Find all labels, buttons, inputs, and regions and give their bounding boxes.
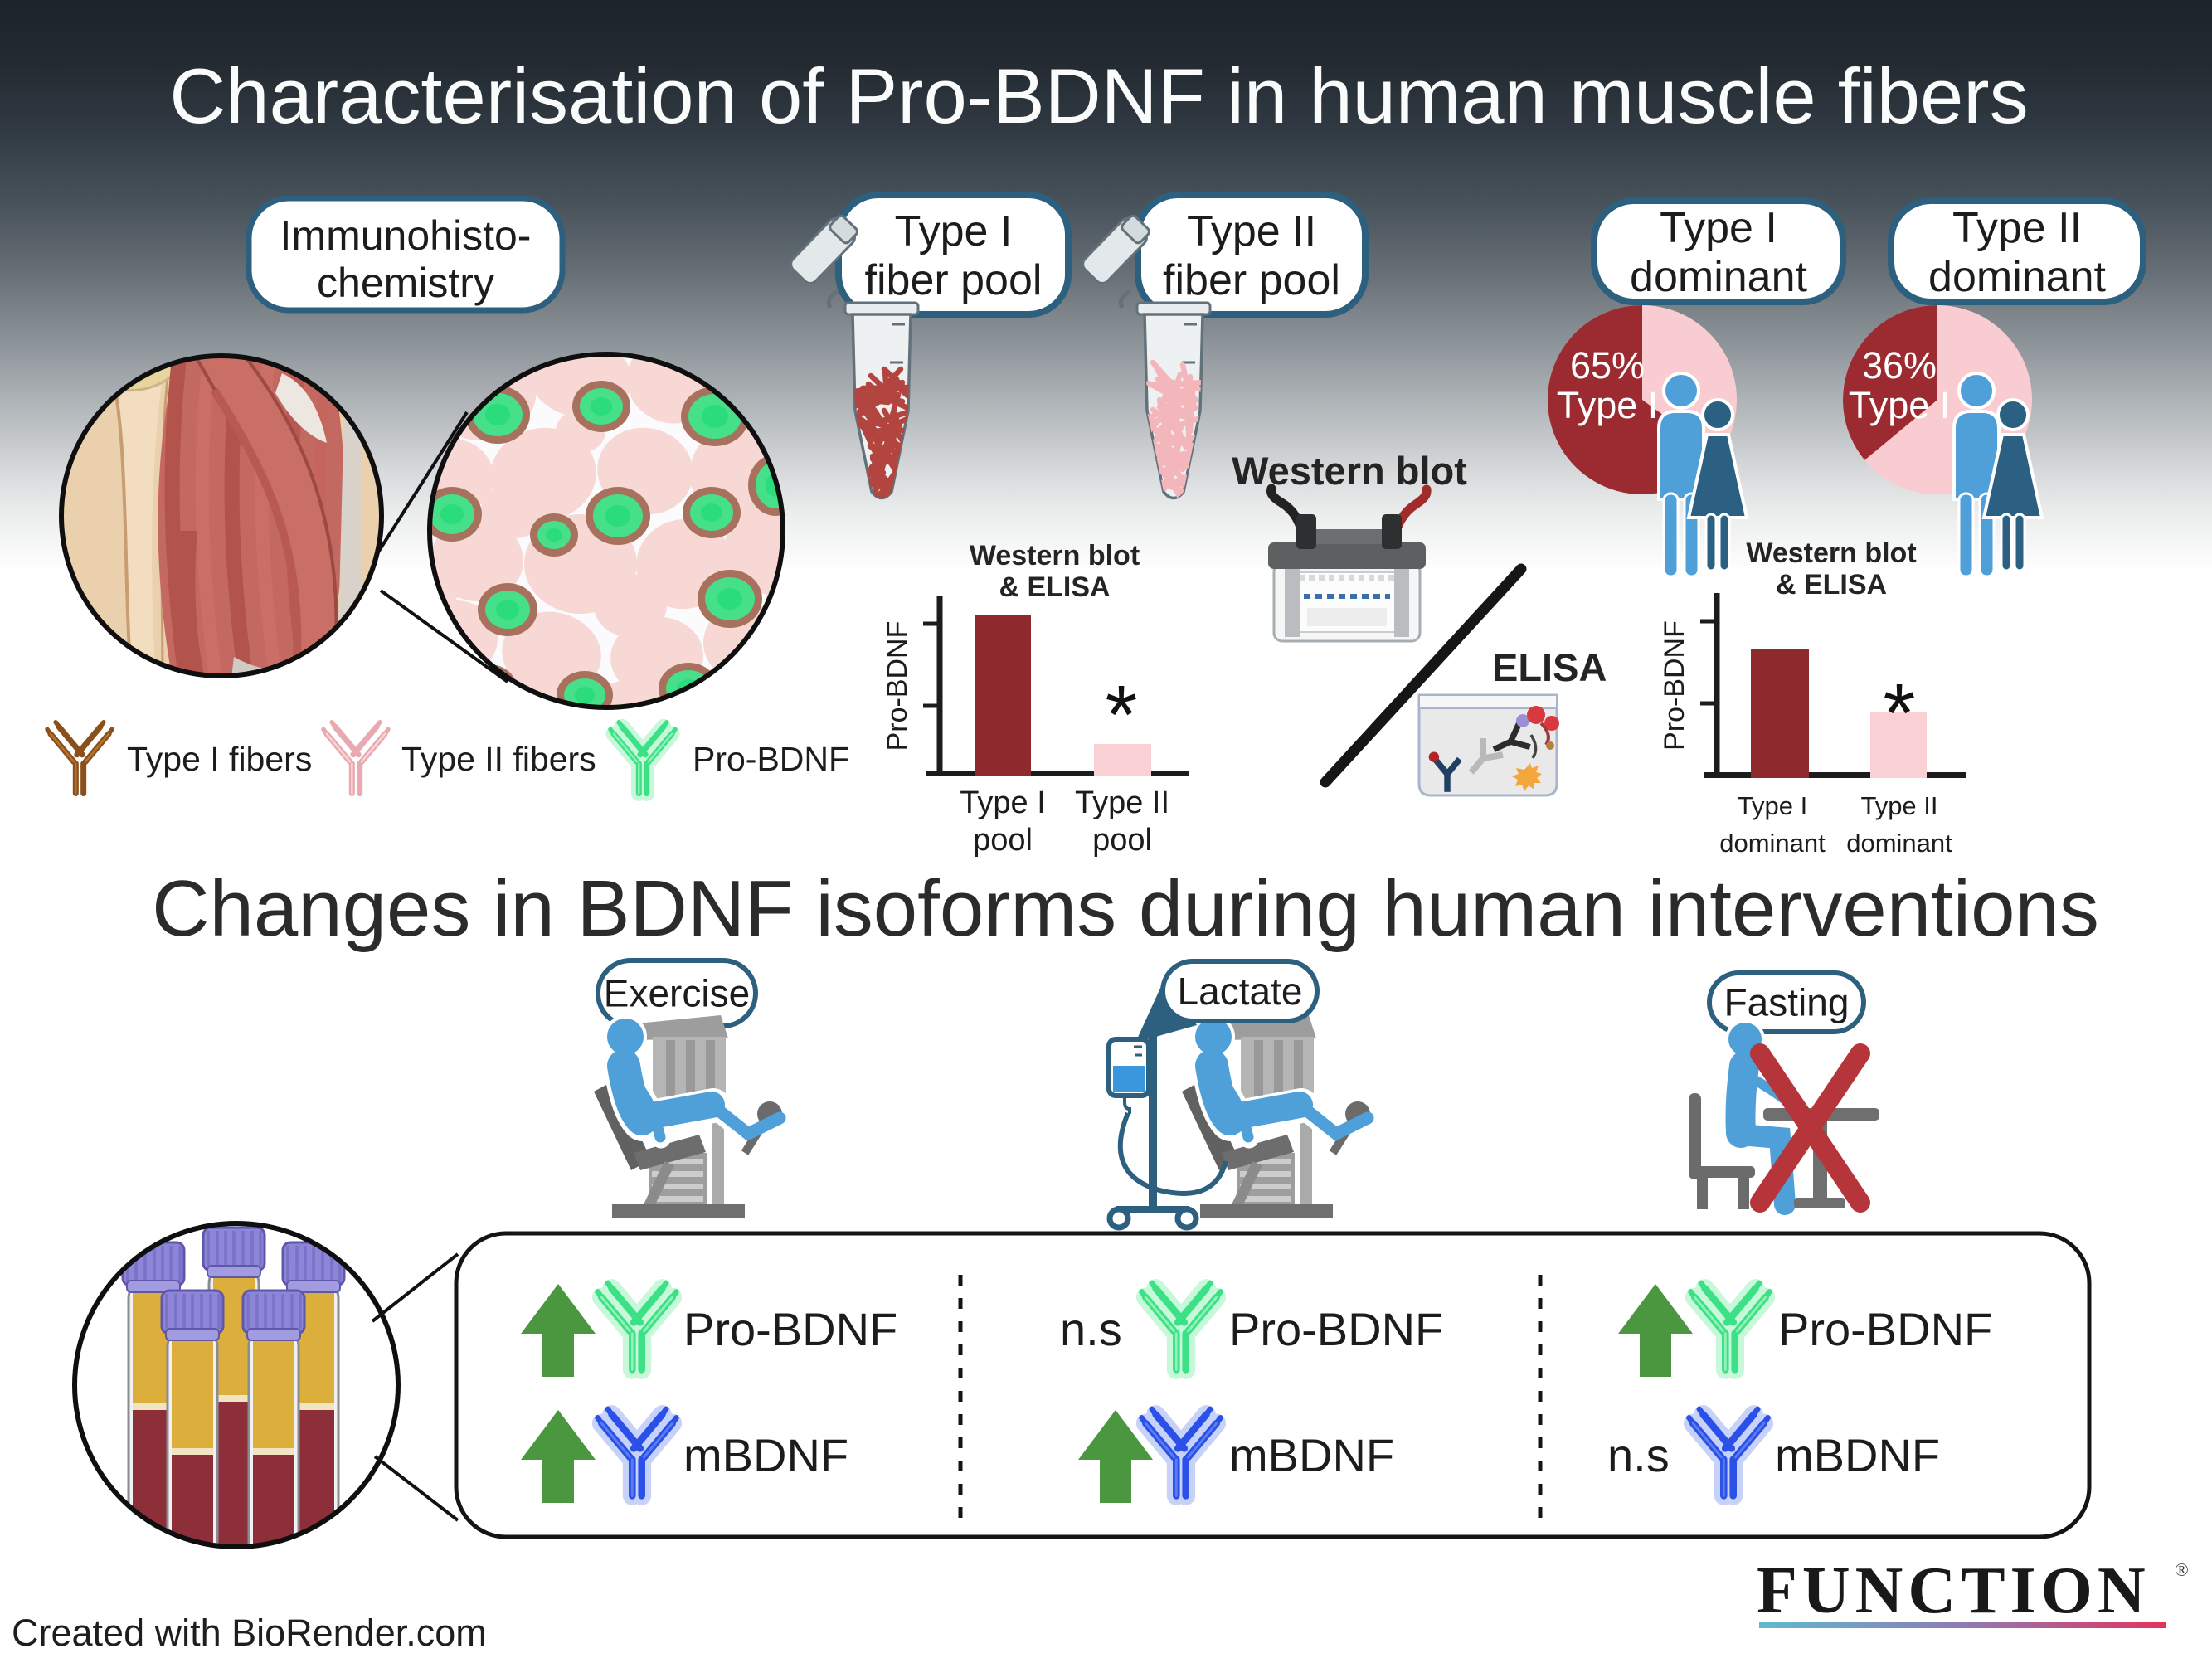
svg-text:36%: 36% — [1862, 344, 1937, 387]
svg-text:Western blot: Western blot — [1746, 537, 1916, 569]
svg-text:& ELISA: & ELISA — [1776, 569, 1887, 600]
svg-text:Created with BioRender.com: Created with BioRender.com — [12, 1612, 487, 1654]
svg-text:fiber pool: fiber pool — [865, 256, 1043, 304]
svg-text:Type I fibers: Type I fibers — [127, 740, 312, 778]
svg-text:mBDNF: mBDNF — [1775, 1429, 1940, 1481]
svg-text:dominant: dominant — [1719, 829, 1826, 858]
svg-text:dominant: dominant — [1846, 829, 1952, 858]
svg-text:Type I: Type I — [1849, 384, 1951, 426]
svg-text:n.s: n.s — [1060, 1303, 1122, 1355]
svg-text:Type II: Type II — [1075, 785, 1169, 820]
svg-text:65%: 65% — [1570, 344, 1645, 387]
svg-text:& ELISA: & ELISA — [999, 571, 1110, 603]
svg-text:®: ® — [2175, 1559, 2189, 1580]
svg-text:Fasting: Fasting — [1724, 981, 1850, 1024]
svg-text:*: * — [1884, 667, 1916, 760]
svg-text:chemistry: chemistry — [317, 260, 494, 306]
svg-text:dominant: dominant — [1630, 253, 1807, 301]
svg-text:mBDNF: mBDNF — [1229, 1429, 1394, 1481]
svg-text:pool: pool — [1092, 823, 1152, 858]
svg-text:Type I: Type I — [895, 207, 1013, 255]
svg-text:Type I: Type I — [960, 785, 1046, 820]
svg-text:Type II: Type II — [1860, 791, 1937, 820]
svg-text:Exercise: Exercise — [604, 972, 750, 1015]
svg-text:n.s: n.s — [1607, 1429, 1670, 1481]
svg-text:Pro-BDNF: Pro-BDNF — [1659, 620, 1690, 751]
svg-text:Type II fibers: Type II fibers — [401, 740, 596, 778]
svg-text:Type I: Type I — [1738, 791, 1807, 820]
svg-text:Lactate: Lactate — [1178, 970, 1303, 1013]
svg-text:Immunohisto-: Immunohisto- — [280, 212, 532, 259]
svg-text:Pro-BDNF: Pro-BDNF — [882, 621, 913, 751]
svg-text:Pro-BDNF: Pro-BDNF — [693, 740, 849, 778]
svg-text:FUNCTION: FUNCTION — [1757, 1554, 2151, 1627]
svg-text:Western blot: Western blot — [1232, 449, 1467, 493]
svg-text:*: * — [1106, 669, 1138, 761]
svg-text:Pro-BDNF: Pro-BDNF — [1229, 1303, 1443, 1355]
svg-text:Characterisation of Pro-BDNF i: Characterisation of Pro-BDNF in human mu… — [169, 52, 2028, 139]
svg-text:fiber pool: fiber pool — [1163, 256, 1340, 304]
svg-text:Type II: Type II — [1952, 204, 2082, 252]
svg-text:Changes in BDNF isoforms durin: Changes in BDNF isoforms during human in… — [152, 864, 2099, 953]
svg-text:Pro-BDNF: Pro-BDNF — [1778, 1303, 1992, 1355]
svg-text:mBDNF: mBDNF — [683, 1429, 848, 1481]
svg-text:pool: pool — [973, 823, 1033, 858]
svg-text:Type II: Type II — [1187, 207, 1316, 255]
svg-text:Type I: Type I — [1660, 204, 1777, 252]
svg-text:ELISA: ELISA — [1492, 645, 1607, 689]
svg-text:dominant: dominant — [1928, 253, 2106, 301]
svg-text:Pro-BDNF: Pro-BDNF — [683, 1303, 897, 1355]
svg-text:Type I: Type I — [1557, 384, 1659, 426]
svg-text:Western blot: Western blot — [970, 540, 1140, 571]
